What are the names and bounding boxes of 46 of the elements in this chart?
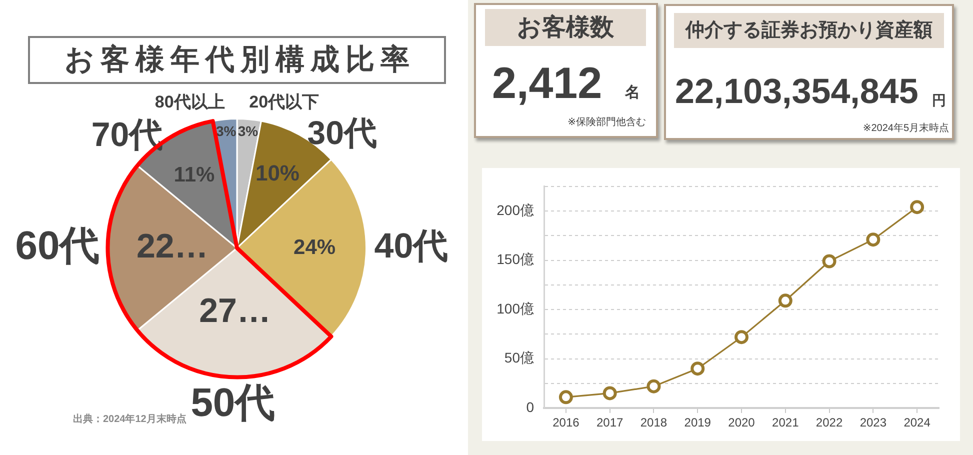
point <box>602 386 617 400</box>
x-tick-label: 2018 <box>640 416 668 430</box>
text: ※保険部門他含む <box>568 117 646 129</box>
x-tick-label: 2017 <box>596 416 624 430</box>
data-label: 10% <box>255 160 300 186</box>
x-tick-label: 2019 <box>684 416 712 430</box>
x-tick-label: 2024 <box>904 416 931 430</box>
data-label: 11% <box>174 163 215 186</box>
slice-label: 60代 <box>15 224 100 268</box>
data-label: 3% <box>216 123 237 140</box>
source-note: 出典：2024年12月末時点 <box>73 414 186 426</box>
data-label: 3% <box>238 123 259 140</box>
text: お客様数 <box>485 9 646 46</box>
y-tick-label: 100億 <box>496 300 534 316</box>
point <box>734 330 748 344</box>
y-tick-label: 150億 <box>496 251 534 268</box>
slice-label: 50代 <box>190 381 276 426</box>
point <box>690 362 705 376</box>
x-tick-label: 2021 <box>772 416 800 430</box>
text: ※2024年5月末時点 <box>862 123 949 135</box>
x-tick-label: 2016 <box>552 416 580 430</box>
point <box>778 294 792 308</box>
slice-label: 40代 <box>374 226 448 266</box>
point <box>558 390 573 404</box>
slice-label: 80代以上 <box>154 92 225 112</box>
point <box>910 200 924 214</box>
text: 2,412 <box>492 59 602 108</box>
y-tick-label: 200億 <box>496 202 534 218</box>
data-label: 27… <box>199 292 271 330</box>
y-tick-label: 0 <box>526 398 534 415</box>
text: 仲介する証券お預かり資産額 <box>674 13 944 48</box>
point <box>646 379 661 394</box>
x-tick-label: 2020 <box>728 416 756 430</box>
y-tick-label: 50億 <box>504 350 534 366</box>
text: 円 <box>932 92 946 108</box>
x-tick-label: 2023 <box>860 416 887 430</box>
slice-label: 30代 <box>307 114 377 151</box>
point <box>866 232 880 247</box>
slice-label: 20代以下 <box>249 92 320 112</box>
data-label: 24% <box>294 236 336 259</box>
chart-title: お客様年代別構成比率 <box>28 36 446 84</box>
point <box>822 254 836 268</box>
data-label: 22… <box>136 227 208 266</box>
text: 名 <box>625 84 640 101</box>
text: 22,103,354,845 <box>675 72 918 111</box>
x-tick-label: 2022 <box>816 416 843 430</box>
